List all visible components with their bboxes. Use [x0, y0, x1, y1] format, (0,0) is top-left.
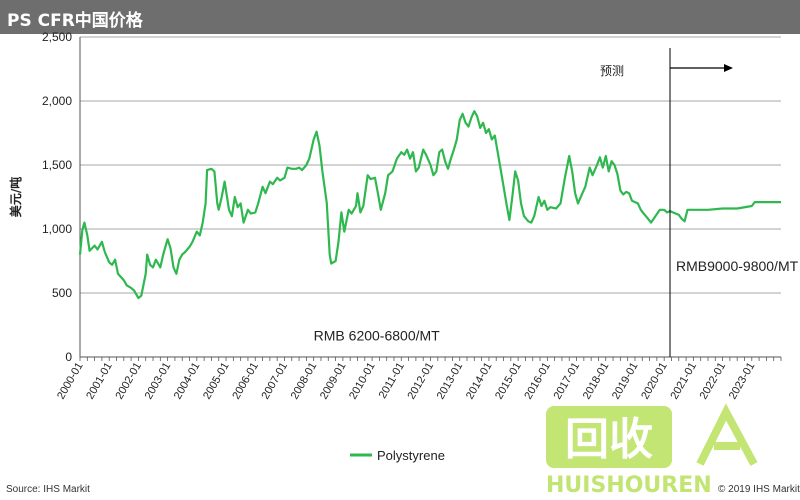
- x-tick-label: 2008-01: [289, 361, 320, 402]
- x-tick-label: 2013-01: [435, 361, 466, 402]
- y-tick-label: 2,000: [42, 94, 72, 108]
- y-tick-label: 1,000: [42, 222, 72, 236]
- legend: Polystyrene: [350, 448, 445, 463]
- grid-layer: [80, 36, 781, 294]
- y-axis-label: 美元/吨: [8, 177, 23, 217]
- x-tick-label: 2020-01: [639, 361, 670, 402]
- watermark-subtext: HUISHOUREN: [546, 473, 712, 498]
- x-tick-label: 2001-01: [84, 361, 115, 402]
- x-tick-label: 2023-01: [727, 361, 758, 402]
- history-price-range-label: RMB 6200-6800/MT: [314, 327, 441, 343]
- source-note: Source: IHS Markit: [6, 484, 90, 495]
- x-tick-label: 2012-01: [406, 361, 437, 402]
- x-tick-label: 2000-01: [55, 361, 86, 402]
- x-tick-label: 2014-01: [464, 360, 495, 401]
- legend-label-polystyrene: Polystyrene: [377, 448, 445, 463]
- forecast-label: 预测: [600, 64, 624, 78]
- x-tick-label: 2009-01: [318, 361, 349, 402]
- x-tick-label: 2007-01: [259, 361, 290, 402]
- x-tick-label: 2006-01: [230, 361, 261, 402]
- x-tick-label: 2005-01: [201, 361, 232, 402]
- y-tick-label: 2,500: [42, 30, 72, 44]
- series-line-polystyrene: [78, 110, 781, 300]
- title-bar: PS CFR中国价格: [0, 0, 800, 34]
- x-tick-label: 2002-01: [113, 361, 144, 402]
- x-tick-label: 2019-01: [610, 361, 641, 402]
- x-tick-label: 2004-01: [172, 361, 203, 402]
- x-tick-label: 2010-01: [347, 361, 378, 402]
- x-tick-label: 2015-01: [493, 361, 524, 402]
- chart-title: PS CFR中国价格: [7, 11, 143, 31]
- y-tick-label: 0: [65, 350, 72, 364]
- x-tick-label: 2003-01: [143, 361, 174, 402]
- forecast-price-range-label: RMB9000-9800/MT: [676, 258, 799, 274]
- x-tick-label: 2017-01: [552, 361, 583, 402]
- y-tick-label: 500: [52, 286, 72, 300]
- y-tick-label: 1,500: [42, 158, 72, 172]
- watermark-logo: 回收 HUISHOUREN: [546, 403, 758, 498]
- x-tick-label: 2018-01: [581, 361, 612, 402]
- watermark-text: 回收: [565, 414, 653, 465]
- x-tick-label: 2021-01: [668, 361, 699, 402]
- series-layer: [78, 110, 781, 300]
- copyright-note: © 2019 IHS Markit: [718, 484, 800, 495]
- x-tick-label: 2016-01: [522, 361, 553, 402]
- x-tick-label: 2011-01: [377, 361, 407, 401]
- annotation-layer: 预测 RMB 6200-6800/MT RMB9000-9800/MT: [314, 48, 799, 357]
- forecast-arrow-head-icon: [724, 64, 733, 72]
- x-tick-label: 2022-01: [698, 361, 729, 402]
